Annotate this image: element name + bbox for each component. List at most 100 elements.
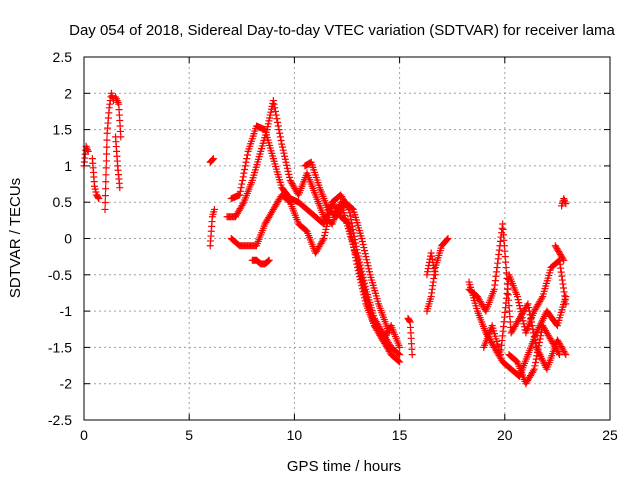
data-point <box>322 225 330 233</box>
data-point <box>429 258 437 266</box>
data-point <box>358 282 366 290</box>
series-sat-e <box>112 93 125 141</box>
data-point <box>353 260 361 268</box>
data-point <box>276 133 284 141</box>
data-point <box>278 140 286 148</box>
data-point <box>395 357 403 365</box>
x-axis-label: GPS time / hours <box>287 458 401 475</box>
data-point <box>431 268 439 276</box>
data-point <box>102 178 110 186</box>
data-point <box>239 173 247 181</box>
data-point <box>321 231 329 239</box>
data-point <box>515 299 523 307</box>
data-point <box>209 155 217 163</box>
data-point <box>358 238 366 246</box>
data-point <box>346 209 354 217</box>
data-point <box>525 303 533 311</box>
data-point <box>428 255 436 263</box>
data-point <box>365 268 373 276</box>
data-point <box>282 158 290 166</box>
data-point <box>350 247 358 255</box>
data-point <box>356 276 364 284</box>
data-point <box>102 185 110 193</box>
series-sat-s <box>505 322 564 388</box>
data-point <box>277 136 285 144</box>
data-point <box>532 358 540 366</box>
data-point <box>530 365 538 373</box>
data-point <box>361 294 369 302</box>
data-point <box>359 288 367 296</box>
data-point <box>242 158 250 166</box>
x-tick-label: 20 <box>497 427 513 443</box>
data-point <box>350 243 358 251</box>
data-point <box>95 195 103 203</box>
data-point <box>444 235 452 242</box>
data-point <box>274 118 282 126</box>
data-point <box>534 345 542 353</box>
data-point <box>209 156 217 164</box>
data-point <box>116 184 124 192</box>
data-point <box>535 338 543 346</box>
data-point <box>529 325 537 333</box>
data-point <box>321 228 329 236</box>
data-point <box>562 200 570 208</box>
data-point <box>349 240 357 248</box>
data-point <box>519 317 527 325</box>
data-point <box>274 122 282 130</box>
data-point <box>561 198 569 206</box>
data-point <box>237 184 245 192</box>
data-point <box>243 155 251 163</box>
data-point <box>531 362 539 370</box>
series-sat-f <box>206 205 218 250</box>
data-point <box>345 220 353 228</box>
data-point <box>518 314 526 322</box>
data-point <box>555 349 563 357</box>
data-point <box>239 200 247 208</box>
data-point <box>240 169 248 177</box>
y-tick-label: 1.5 <box>53 122 73 138</box>
data-point <box>103 136 111 144</box>
data-point <box>347 230 355 238</box>
data-point <box>346 223 354 231</box>
data-point <box>348 233 356 241</box>
data-point <box>358 285 366 293</box>
series-sat-m <box>404 314 416 359</box>
data-point <box>325 213 333 221</box>
data-point <box>532 355 540 363</box>
data-point <box>102 164 110 172</box>
series-sat-d <box>112 133 124 192</box>
series-sat-u <box>558 195 570 210</box>
data-point <box>276 129 284 137</box>
data-point <box>269 97 277 105</box>
data-point <box>102 157 110 165</box>
data-point <box>536 335 544 343</box>
data-point <box>94 193 102 201</box>
data-point <box>361 247 369 255</box>
y-tick-label: -2.5 <box>48 412 72 428</box>
data-point <box>530 333 538 341</box>
data-point <box>396 358 404 366</box>
data-point <box>278 143 286 151</box>
data-point <box>264 257 272 265</box>
data-point <box>363 256 371 264</box>
data-point <box>560 195 568 203</box>
data-point <box>280 149 288 157</box>
data-point <box>359 241 367 249</box>
data-point <box>285 173 293 181</box>
series-sat-c <box>101 89 117 213</box>
data-point <box>516 302 524 310</box>
series-sat-l <box>301 158 393 337</box>
data-point <box>529 367 537 375</box>
data-point <box>533 348 541 356</box>
data-point <box>348 205 356 213</box>
data-point <box>535 342 543 350</box>
data-point <box>365 265 373 273</box>
data-point <box>84 147 92 155</box>
data-point <box>559 255 567 263</box>
data-point <box>236 187 244 195</box>
series-sat-b <box>88 155 103 203</box>
data-point <box>281 152 289 160</box>
data-point <box>117 133 125 141</box>
y-tick-label: -1 <box>60 303 73 319</box>
data-point <box>265 256 273 264</box>
